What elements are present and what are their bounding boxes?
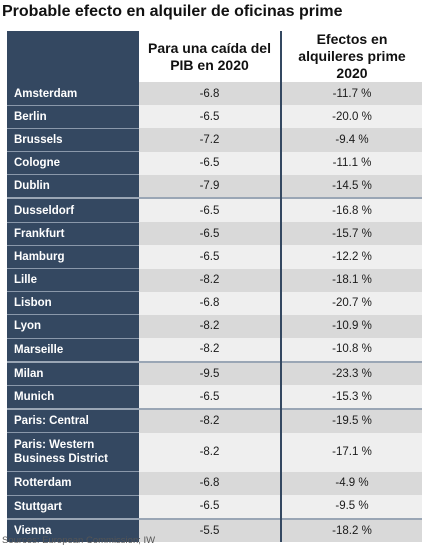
source-note: Sources: European Commission; IW: [2, 535, 156, 546]
city-cell: Lyon: [7, 314, 139, 339]
table-row: Cologne -6.5 -11.1 %: [7, 151, 422, 175]
city-cell: Cologne: [7, 151, 139, 175]
header-corner: [7, 31, 139, 82]
rent-cell: -15.3 %: [281, 385, 422, 410]
rent-cell: -9.5 %: [281, 495, 422, 519]
rent-effect-table: Para una caída del PIB en 2020 Efectos e…: [7, 31, 422, 542]
gdp-cell: -6.8: [139, 471, 282, 495]
gdp-cell: -8.2: [139, 408, 282, 433]
rent-cell: -18.1 %: [281, 268, 422, 292]
gdp-cell: -7.2: [139, 128, 282, 152]
city-cell: Milan: [7, 360, 139, 386]
rent-cell: -9.4 %: [281, 128, 422, 152]
table-row: Frankfurt -6.5 -15.7 %: [7, 221, 422, 246]
city-cell: Hamburg: [7, 244, 139, 269]
city-cell: Paris: Central: [7, 408, 139, 433]
table-title: Probable efecto en alquiler de oficinas …: [2, 3, 343, 20]
city-cell: Paris: Western Business District: [7, 432, 139, 472]
rent-cell: -19.5 %: [281, 408, 422, 433]
rent-cell: -14.5 %: [281, 174, 422, 199]
gdp-cell: -6.5: [139, 495, 282, 519]
city-cell: Lille: [7, 267, 139, 292]
city-cell: Berlin: [7, 104, 139, 129]
city-cell: Vienna: [7, 517, 139, 542]
rent-cell: -10.9 %: [281, 314, 422, 339]
rent-cell: -20.7 %: [281, 291, 422, 315]
city-cell: Brussels: [7, 127, 139, 152]
city-cell: Stuttgart: [7, 494, 139, 519]
table-row: Milan -9.5 -23.3 %: [7, 360, 422, 386]
table-row: Marseille -8.2 -10.8 %: [7, 337, 422, 362]
table-row: Stuttgart -6.5 -9.5 %: [7, 494, 422, 519]
gdp-cell: -6.5: [139, 245, 282, 269]
gdp-cell: -8.2: [139, 432, 282, 472]
rent-cell: -17.1 %: [281, 432, 422, 472]
table-row: Rotterdam -6.8 -4.9 %: [7, 471, 422, 495]
rent-cell: -11.7 %: [281, 82, 422, 106]
gdp-cell: -6.5: [139, 222, 282, 246]
gdp-cell: -8.2: [139, 268, 282, 292]
gdp-cell: -7.9: [139, 174, 282, 199]
table-row: Hamburg -6.5 -12.2 %: [7, 244, 422, 269]
city-cell: Amsterdam: [7, 81, 139, 106]
table-row: Paris: Western Business District -8.2 -17.…: [7, 432, 422, 472]
table-row: Dublin -7.9 -14.5 %: [7, 174, 422, 199]
table-row: Munich -6.5 -15.3 %: [7, 384, 422, 410]
gdp-cell: -6.8: [139, 291, 282, 315]
table-row: Brussels -7.2 -9.4 %: [7, 127, 422, 152]
city-cell: Munich: [7, 384, 139, 410]
header-rent: Efectos en alquileres prime 2020: [281, 31, 422, 82]
header-gdp: Para una caída del PIB en 2020: [139, 31, 282, 82]
gdp-cell: -5.5: [139, 517, 282, 542]
table-row: Paris: Central -8.2 -19.5 %: [7, 408, 422, 433]
gdp-cell: -6.5: [139, 105, 282, 129]
table-row: Berlin -6.5 -20.0 %: [7, 104, 422, 129]
rent-cell: -11.1 %: [281, 151, 422, 175]
gdp-cell: -6.5: [139, 385, 282, 410]
table-row: Amsterdam -6.8 -11.7 %: [7, 81, 422, 106]
rent-cell: -4.9 %: [281, 471, 422, 495]
gdp-cell: -8.2: [139, 314, 282, 339]
rent-cell: -10.8 %: [281, 338, 422, 362]
rent-cell: -15.7 %: [281, 222, 422, 246]
table-row: Dusseldorf -6.5 -16.8 %: [7, 197, 422, 223]
rent-cell: -18.2 %: [281, 517, 422, 542]
gdp-cell: -9.5: [139, 360, 282, 386]
city-cell: Lisbon: [7, 291, 139, 315]
city-cell: Dublin: [7, 174, 139, 199]
city-cell: Rotterdam: [7, 471, 139, 495]
gdp-cell: -6.8: [139, 82, 282, 106]
city-cell: Dusseldorf: [7, 197, 139, 223]
rent-cell: -20.0 %: [281, 105, 422, 129]
rent-cell: -12.2 %: [281, 245, 422, 269]
header-row: Para una caída del PIB en 2020 Efectos e…: [7, 31, 422, 82]
table-row: Lille -8.2 -18.1 %: [7, 267, 422, 292]
rent-cell: -16.8 %: [281, 197, 422, 223]
table-row: Lisbon -6.8 -20.7 %: [7, 291, 422, 315]
city-cell: Frankfurt: [7, 221, 139, 246]
table-row: Vienna -5.5 -18.2 %: [7, 517, 422, 542]
gdp-cell: -6.5: [139, 197, 282, 223]
table-row: Lyon -8.2 -10.9 %: [7, 314, 422, 339]
gdp-cell: -6.5: [139, 151, 282, 175]
rent-cell: -23.3 %: [281, 360, 422, 386]
gdp-cell: -8.2: [139, 338, 282, 362]
city-cell: Marseille: [7, 337, 139, 362]
